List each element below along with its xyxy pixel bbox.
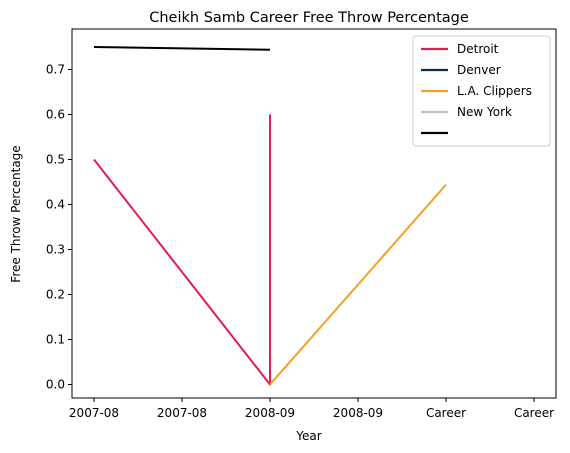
chart-title: Cheikh Samb Career Free Throw Percentage — [149, 10, 469, 26]
y-tick-label: 0.1 — [46, 333, 65, 347]
x-tick-label: 2007-08 — [157, 406, 207, 420]
y-tick-label: 0.0 — [46, 378, 65, 392]
legend-label: New York — [457, 105, 512, 119]
y-tick-label: 0.2 — [46, 288, 65, 302]
y-tick-label: 0.6 — [46, 108, 65, 122]
legend-label: Detroit — [457, 42, 499, 56]
x-tick-label: Career — [426, 406, 466, 420]
legend-label: Denver — [457, 63, 501, 77]
series-line-unnamed-4 — [93, 46, 271, 51]
x-tick-label: 2007-08 — [69, 406, 119, 420]
legend-box — [412, 35, 551, 147]
y-tick-label: 0.5 — [46, 153, 65, 167]
y-tick-label: 0.7 — [46, 63, 65, 77]
legend-label: L.A. Clippers — [457, 84, 532, 98]
plot-frame — [71, 28, 557, 399]
series-line-detroit — [93, 114, 271, 386]
x-axis-label: Year — [295, 429, 321, 443]
legend: Detroit Denver L.A. Clippers New York — [412, 35, 551, 147]
y-axis-label: Free Throw Percentage — [9, 145, 23, 282]
y-tick-label: 0.3 — [46, 243, 65, 257]
x-tick-label: 2008-09 — [333, 406, 383, 420]
y-tick-label: 0.4 — [46, 198, 65, 212]
x-tick-label: Career — [514, 406, 554, 420]
series-layer — [93, 46, 447, 386]
x-tick-label: 2008-09 — [245, 406, 295, 420]
y-axis: 0.0 0.1 0.2 0.3 0.4 0.5 0.6 0.7 — [46, 63, 72, 392]
x-axis: 2007-08 2007-08 2008-09 2008-09 Career Career — [69, 398, 554, 420]
series-line-l-a-clippers — [269, 184, 447, 386]
